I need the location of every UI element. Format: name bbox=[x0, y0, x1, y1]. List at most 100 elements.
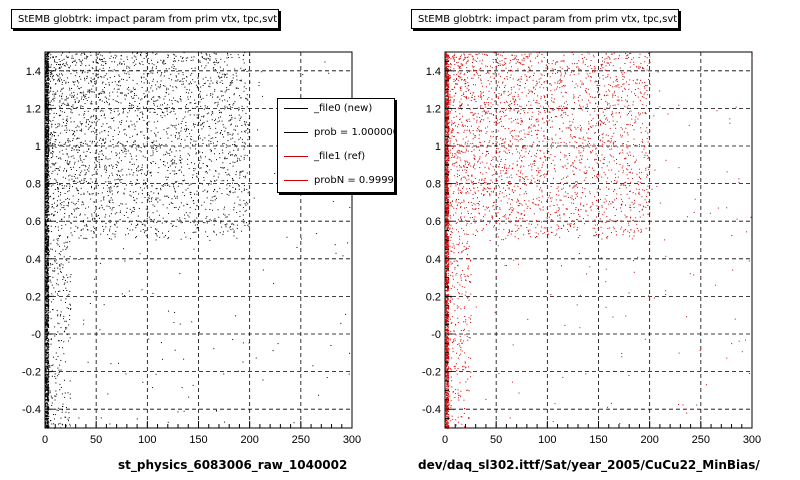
scatter-point bbox=[45, 415, 47, 417]
scatter-point bbox=[61, 73, 63, 75]
scatter-point bbox=[47, 120, 49, 122]
scatter-point bbox=[46, 310, 48, 312]
scatter-point bbox=[45, 81, 47, 83]
scatter-point bbox=[65, 99, 67, 101]
scatter-point bbox=[99, 151, 101, 153]
scatter-point bbox=[57, 226, 59, 228]
scatter-point bbox=[184, 128, 186, 130]
scatter-point bbox=[132, 52, 134, 54]
scatter-point bbox=[202, 97, 204, 99]
scatter-point bbox=[161, 358, 163, 360]
scatter-point bbox=[239, 117, 241, 119]
scatter-point bbox=[46, 95, 48, 97]
scatter-point bbox=[123, 193, 125, 195]
scatter-point bbox=[62, 424, 64, 426]
scatter-point bbox=[114, 233, 116, 235]
scatter-point bbox=[51, 404, 53, 406]
scatter-point bbox=[95, 182, 97, 184]
scatter-point bbox=[189, 207, 191, 209]
scatter-point bbox=[57, 273, 59, 275]
scatter-point bbox=[46, 187, 48, 189]
scatter-point bbox=[46, 334, 48, 336]
scatter-point bbox=[45, 170, 47, 172]
scatter-point bbox=[61, 185, 63, 187]
scatter-point bbox=[51, 248, 53, 250]
scatter-point bbox=[111, 209, 113, 211]
scatter-point bbox=[225, 90, 227, 92]
scatter-point bbox=[48, 280, 50, 282]
scatter-point bbox=[75, 225, 77, 227]
scatter-point bbox=[94, 166, 96, 168]
scatter-point bbox=[47, 404, 49, 406]
scatter-point bbox=[168, 127, 170, 129]
scatter-point bbox=[131, 146, 133, 148]
scatter-point bbox=[47, 396, 49, 398]
y-tick-label: 0.8 bbox=[26, 179, 41, 191]
scatter-point bbox=[103, 76, 105, 78]
scatter-point bbox=[129, 229, 131, 231]
scatter-point bbox=[223, 167, 225, 169]
scatter-point bbox=[447, 198, 449, 200]
scatter-point bbox=[48, 92, 50, 94]
scatter-point bbox=[209, 126, 211, 128]
scatter-point bbox=[163, 112, 165, 114]
scatter-point bbox=[222, 234, 224, 236]
scatter-point bbox=[50, 66, 52, 68]
scatter-point bbox=[45, 330, 47, 332]
scatter-point bbox=[203, 121, 205, 123]
scatter-point bbox=[152, 142, 154, 144]
scatter-point bbox=[46, 321, 48, 323]
scatter-point bbox=[60, 315, 62, 317]
scatter-point bbox=[64, 111, 66, 113]
scatter-point bbox=[94, 168, 96, 170]
scatter-point bbox=[60, 327, 62, 329]
scatter-point bbox=[105, 168, 107, 170]
scatter-point bbox=[45, 129, 47, 131]
scatter-point bbox=[214, 180, 216, 182]
scatter-point bbox=[83, 158, 85, 160]
scatter-point bbox=[122, 174, 124, 176]
scatter-point bbox=[230, 154, 232, 156]
scatter-point bbox=[46, 91, 48, 93]
scatter-point bbox=[62, 264, 64, 266]
scatter-point bbox=[183, 205, 185, 207]
scatter-point bbox=[205, 171, 207, 173]
scatter-point bbox=[165, 221, 167, 223]
scatter-point bbox=[69, 129, 71, 131]
scatter-point bbox=[56, 310, 58, 312]
scatter-point bbox=[181, 171, 183, 173]
scatter-point bbox=[139, 221, 141, 223]
scatter-point bbox=[55, 179, 57, 181]
scatter-point bbox=[107, 195, 109, 197]
scatter-point bbox=[98, 92, 100, 94]
scatter-point bbox=[84, 165, 86, 167]
scatter-point bbox=[99, 262, 101, 264]
scatter-point bbox=[102, 110, 104, 112]
scatter-point bbox=[245, 113, 247, 115]
scatter-point bbox=[171, 198, 173, 200]
scatter-point bbox=[103, 199, 105, 201]
scatter-point bbox=[70, 111, 72, 113]
scatter-point bbox=[181, 120, 183, 122]
scatter-point bbox=[227, 54, 229, 56]
scatter-point bbox=[148, 73, 150, 75]
scatter-point bbox=[120, 102, 122, 104]
scatter-point bbox=[223, 180, 225, 182]
scatter-point bbox=[226, 73, 228, 75]
scatter-point bbox=[68, 156, 70, 158]
scatter-point bbox=[61, 111, 63, 113]
scatter-point bbox=[149, 172, 151, 174]
scatter-point bbox=[54, 395, 56, 397]
scatter-point bbox=[173, 66, 175, 68]
scatter-point bbox=[47, 406, 49, 408]
scatter-point bbox=[88, 64, 90, 66]
scatter-point bbox=[45, 151, 47, 153]
scatter-point bbox=[45, 105, 47, 107]
scatter-point bbox=[56, 186, 58, 188]
scatter-point bbox=[45, 150, 47, 152]
scatter-point bbox=[218, 117, 220, 119]
scatter-point bbox=[239, 170, 241, 172]
scatter-point bbox=[215, 410, 217, 412]
scatter-point bbox=[84, 225, 86, 227]
scatter-point bbox=[67, 236, 69, 238]
